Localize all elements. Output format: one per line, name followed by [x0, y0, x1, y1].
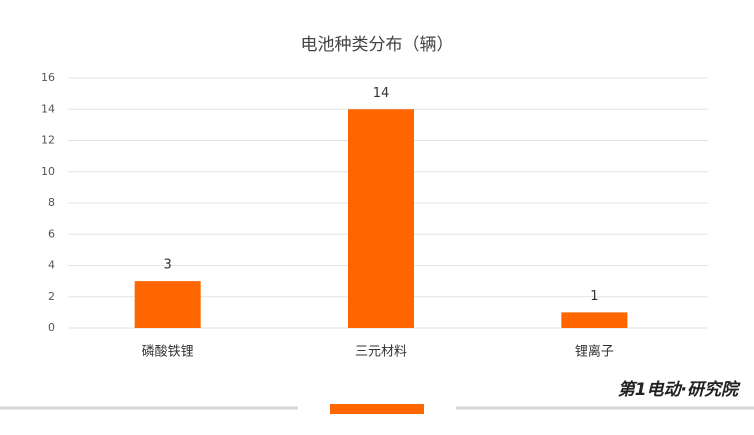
y-tick-label: 14: [41, 102, 55, 115]
y-tick-label: 4: [48, 259, 55, 272]
bar: [561, 312, 628, 328]
data-label: 14: [373, 86, 390, 101]
footer-accent: [330, 404, 424, 414]
data-label: 1: [590, 289, 598, 304]
brand-logo: 第1电动·研究院: [618, 380, 741, 400]
y-tick-label: 12: [41, 134, 55, 147]
bar: [348, 109, 414, 328]
y-tick-label: 2: [48, 290, 55, 303]
y-tick-label: 10: [41, 165, 55, 178]
y-tick-label: 0: [48, 321, 55, 334]
chart-title: 电池种类分布（辆）: [301, 35, 454, 55]
y-tick-label: 8: [48, 196, 55, 209]
y-tick-label: 16: [41, 71, 55, 84]
x-tick-label: 磷酸铁锂: [142, 345, 194, 360]
data-label: 3: [164, 258, 172, 273]
bar: [134, 281, 201, 328]
y-tick-label: 6: [48, 227, 55, 240]
x-tick-label: 三元材料: [355, 345, 407, 360]
x-tick-label: 锂离子: [575, 344, 614, 360]
